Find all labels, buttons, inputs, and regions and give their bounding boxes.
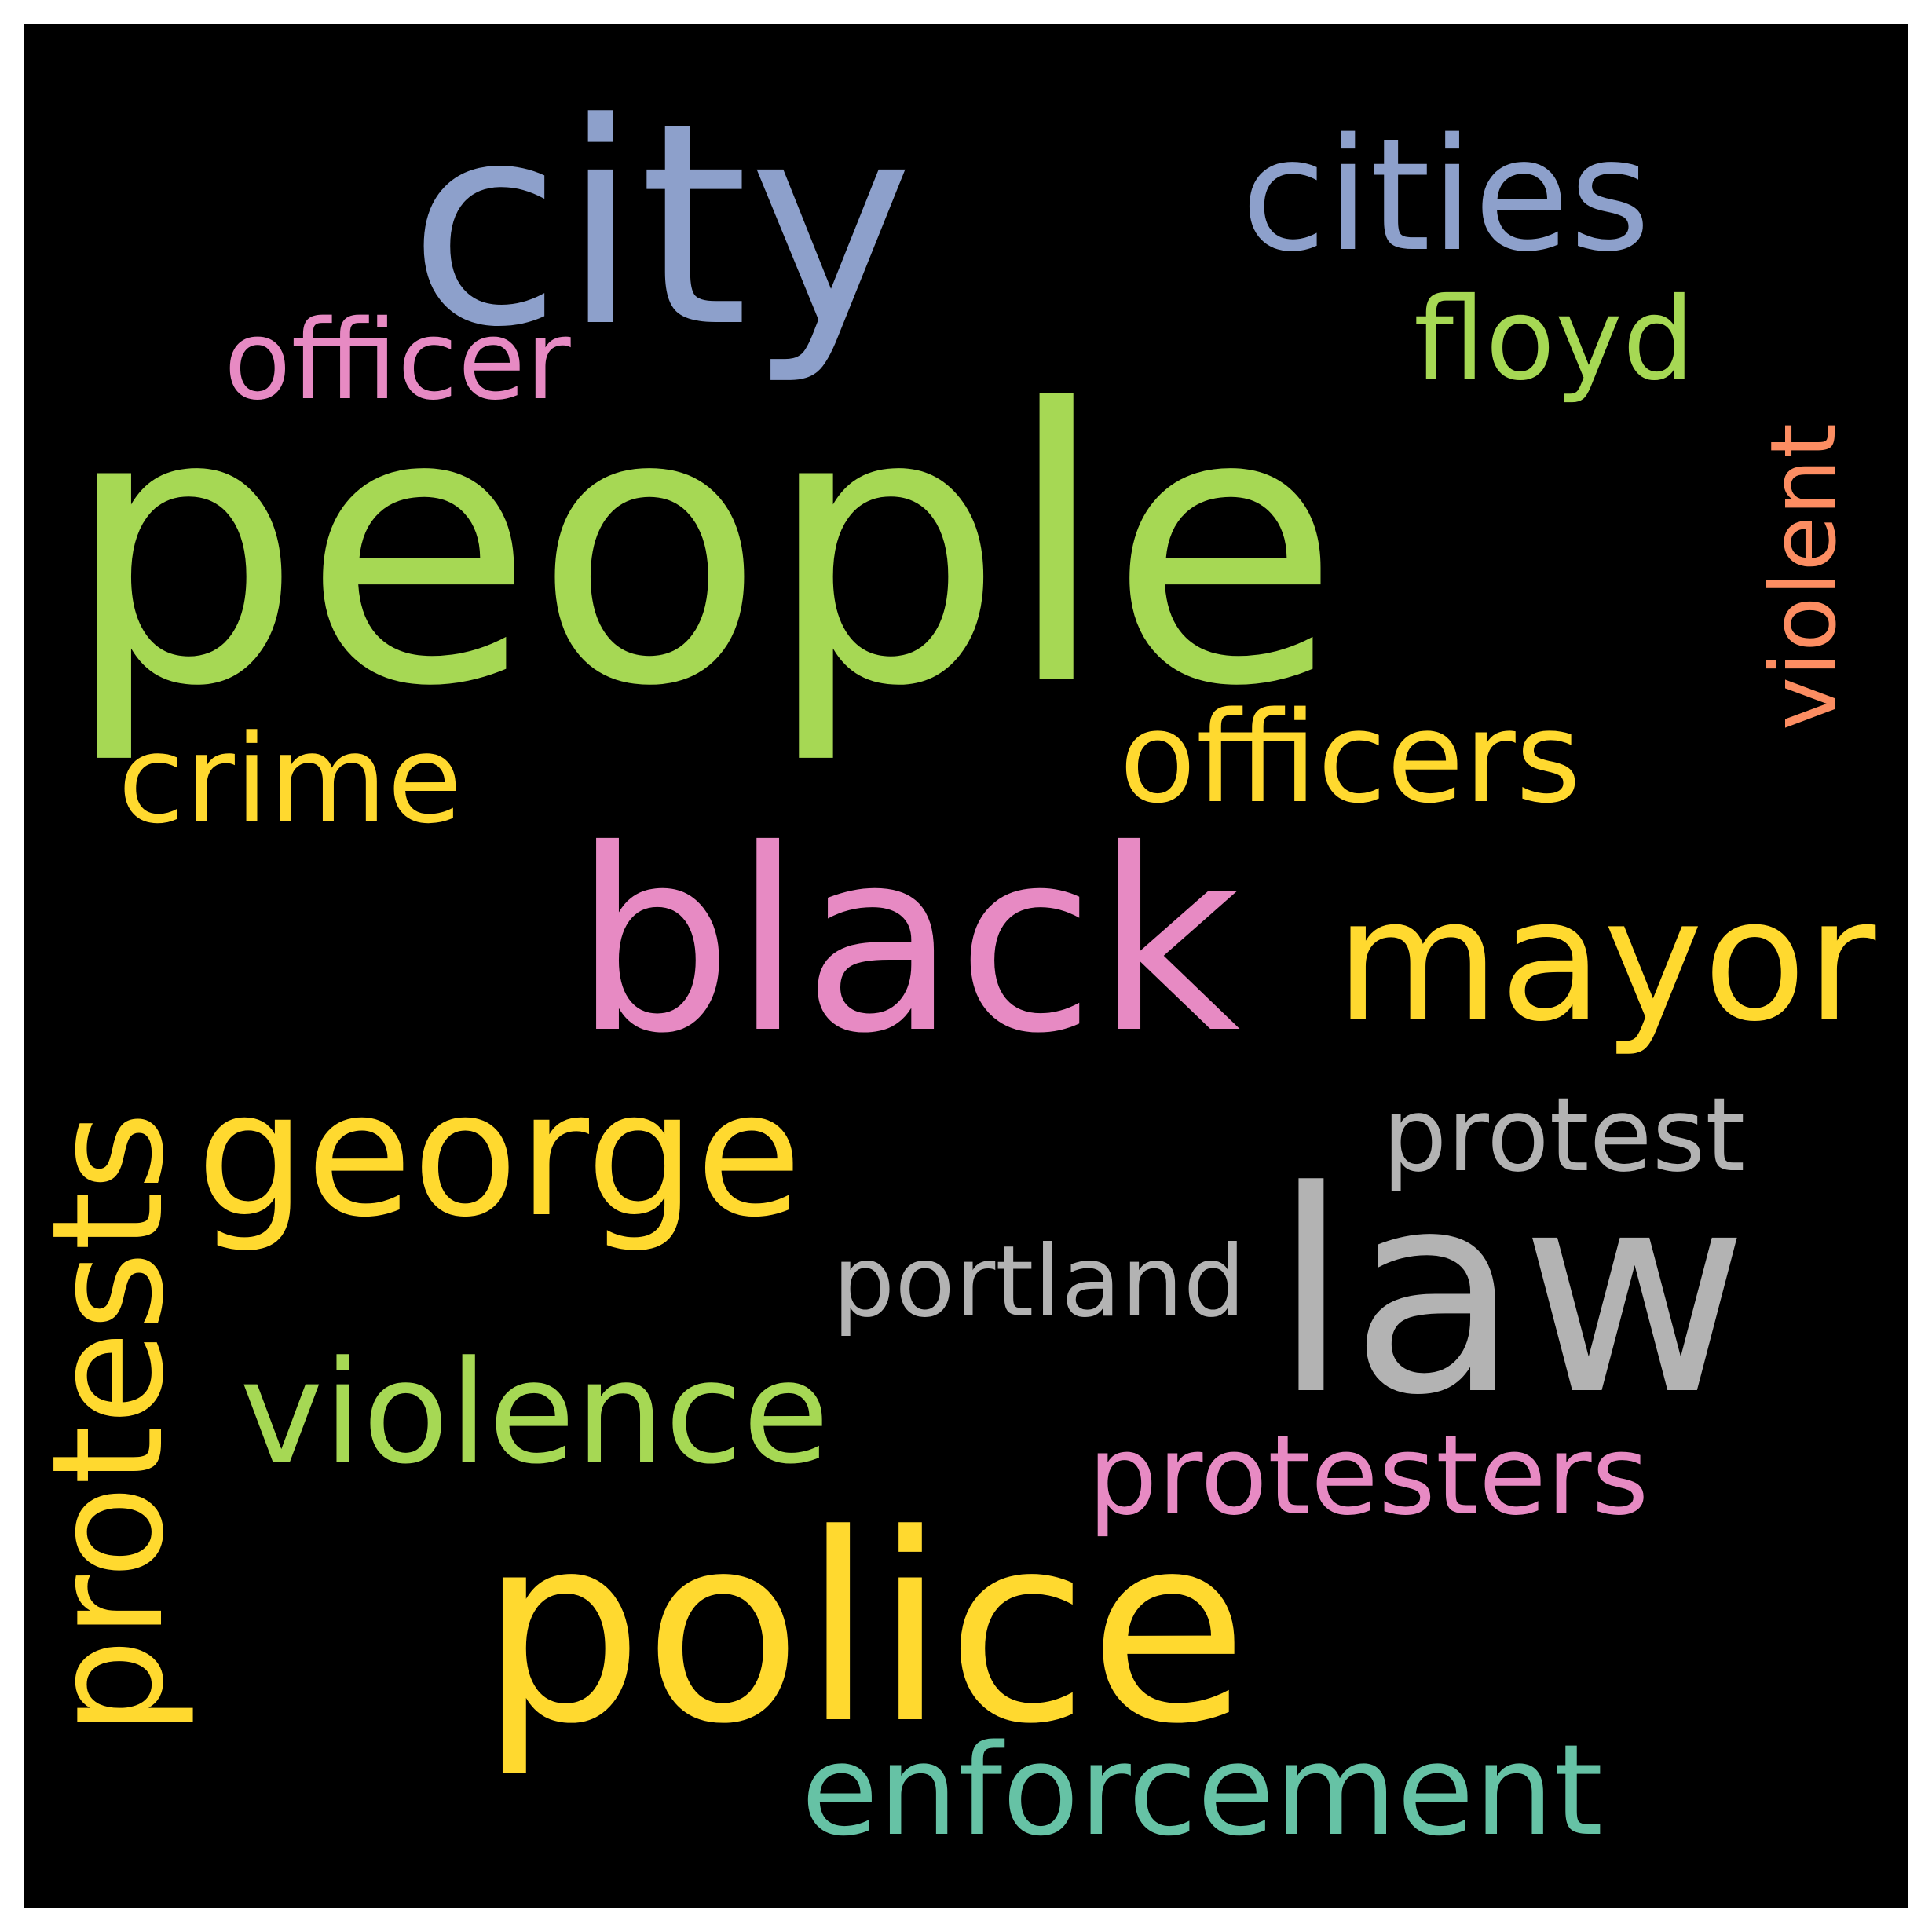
word-floyd: floyd (1414, 273, 1695, 406)
word-violent: violent (1751, 423, 1857, 730)
word-officers: officers (1119, 684, 1582, 831)
word-george: george (196, 1054, 803, 1255)
word-portland: portland (832, 1225, 1246, 1339)
word-city: city (408, 63, 914, 388)
word-enforcement: enforcement (801, 1717, 1604, 1864)
word-mayor: mayor (1335, 862, 1876, 1059)
word-protests: protests (24, 1111, 197, 1736)
word-violence: violence (240, 1331, 830, 1495)
word-cities: cities (1241, 104, 1651, 286)
word-law: law (1272, 1131, 1749, 1456)
word-police: police (479, 1479, 1249, 1780)
word-protest: protest (1382, 1075, 1746, 1195)
word-people: people (63, 330, 1341, 769)
word-cloud-canvas: people city cities officer floyd violent… (24, 24, 1908, 1908)
word-black: black (573, 796, 1241, 1089)
word-protesters: protesters (1088, 1412, 1649, 1540)
word-crime: crime (118, 708, 463, 851)
word-officer: officer (224, 297, 571, 425)
